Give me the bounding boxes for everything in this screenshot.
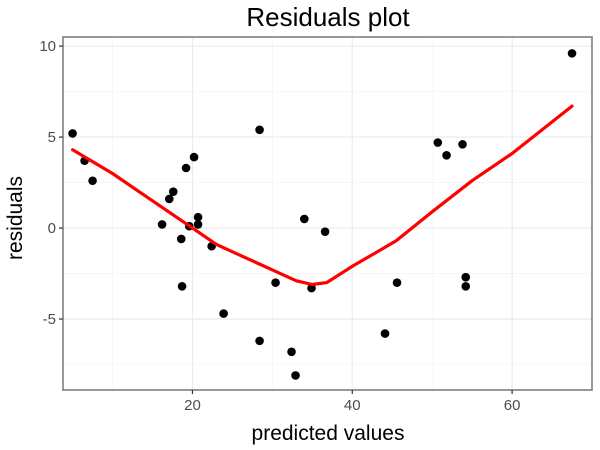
x-tick-label: 40: [344, 397, 361, 414]
data-point: [68, 129, 77, 138]
data-point: [176, 234, 186, 244]
y-tick-label: 0: [48, 220, 56, 237]
y-tick-label: 5: [48, 129, 56, 146]
data-point: [442, 150, 451, 160]
x-tick-label: 60: [504, 397, 521, 414]
panel-border: [62, 36, 593, 391]
data-point: [164, 194, 174, 204]
x-tick-label: 20: [184, 397, 201, 414]
data-point: [88, 176, 97, 186]
smooth-trend-line: [71, 104, 574, 287]
data-point: [461, 281, 471, 291]
y-tick-label: 10: [39, 38, 56, 55]
data-point: [300, 214, 309, 224]
data-point: [291, 371, 300, 380]
data-point: [380, 329, 390, 338]
x-axis-title: predicted values: [252, 422, 405, 445]
data-point: [255, 336, 264, 346]
chart-title: Residuals plot: [246, 2, 410, 32]
data-point: [287, 347, 296, 357]
data-point: [307, 283, 316, 293]
y-axis-title: residuals: [4, 176, 27, 260]
data-point: [193, 220, 203, 229]
data-point: [320, 227, 330, 236]
data-point: [255, 125, 264, 135]
panel-background: [63, 37, 592, 390]
data-point: [219, 309, 228, 318]
data-point: [181, 163, 191, 173]
data-point: [392, 278, 402, 287]
data-point: [157, 220, 167, 229]
data-point: [271, 278, 280, 287]
data-point: [461, 272, 471, 282]
data-point: [433, 138, 443, 147]
data-point: [567, 49, 577, 58]
plot-panel: 20 40 60 10 5 0 -5: [39, 36, 593, 414]
data-point: [189, 152, 199, 162]
data-point: [177, 281, 187, 291]
data-point: [168, 187, 178, 196]
data-point: [458, 140, 467, 149]
y-tick-label: -5: [43, 311, 56, 328]
data-point: [193, 212, 203, 222]
